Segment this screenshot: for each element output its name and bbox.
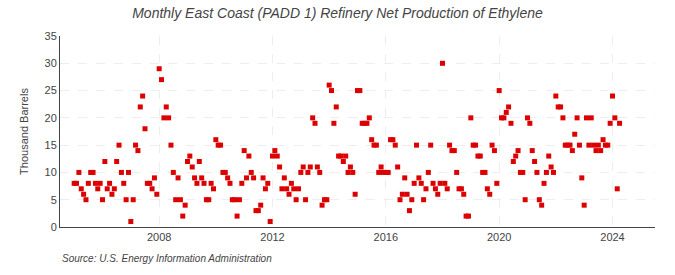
svg-text:2024: 2024 bbox=[600, 231, 624, 243]
svg-text:Monthly East Coast (PADD 1) Re: Monthly East Coast (PADD 1) Refinery Net… bbox=[132, 5, 543, 21]
svg-text:30: 30 bbox=[45, 57, 57, 69]
svg-text:0: 0 bbox=[51, 221, 57, 233]
svg-text:35: 35 bbox=[45, 30, 57, 42]
svg-text:2012: 2012 bbox=[260, 231, 284, 243]
svg-text:2016: 2016 bbox=[374, 231, 398, 243]
svg-text:25: 25 bbox=[45, 84, 57, 96]
svg-text:2008: 2008 bbox=[147, 231, 171, 243]
svg-text:20: 20 bbox=[45, 112, 57, 124]
svg-text:5: 5 bbox=[51, 194, 57, 206]
svg-text:15: 15 bbox=[45, 139, 57, 151]
svg-text:Source: U.S. Energy Informatio: Source: U.S. Energy Information Administ… bbox=[62, 253, 272, 264]
svg-text:2020: 2020 bbox=[487, 231, 511, 243]
svg-text:Thousand Barrels: Thousand Barrels bbox=[18, 88, 30, 175]
svg-text:10: 10 bbox=[45, 166, 57, 178]
